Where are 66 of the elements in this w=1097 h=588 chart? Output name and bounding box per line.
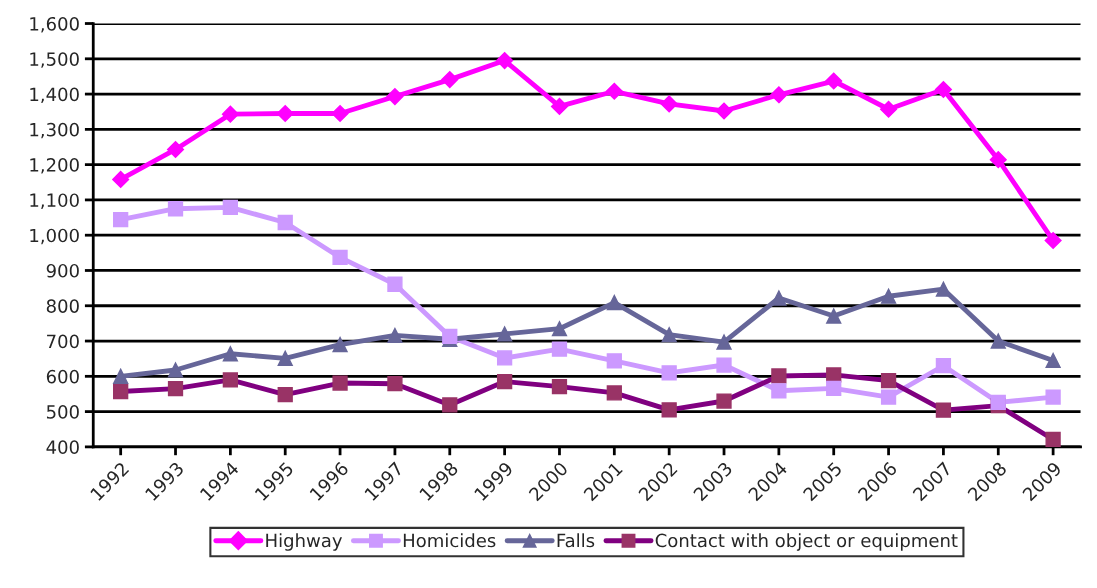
point <box>990 333 1006 349</box>
point <box>496 52 514 70</box>
y-tick-label: 1,000 <box>30 228 79 245</box>
y-tick-label: 1,400 <box>30 87 79 104</box>
point <box>661 327 677 343</box>
y-tick-label: 900 <box>46 263 79 278</box>
point <box>1045 352 1061 369</box>
point <box>332 336 348 353</box>
point <box>441 71 459 89</box>
point <box>771 383 787 399</box>
point <box>551 321 568 337</box>
point <box>166 140 185 159</box>
point <box>826 380 842 396</box>
point <box>880 288 897 304</box>
point <box>277 214 293 231</box>
point <box>276 104 294 123</box>
legend-label: Homicides <box>403 533 496 548</box>
point <box>716 334 732 350</box>
point <box>386 87 404 106</box>
point <box>113 368 129 384</box>
point <box>551 341 568 357</box>
y-tick-label: 700 <box>47 334 79 349</box>
point <box>934 80 952 99</box>
point <box>167 201 184 217</box>
point <box>880 100 898 118</box>
point <box>332 249 348 266</box>
point <box>1044 231 1062 250</box>
point <box>715 102 733 120</box>
point <box>826 308 842 324</box>
point <box>277 350 293 366</box>
point <box>387 276 403 292</box>
point <box>935 358 952 374</box>
y-tick-label: 1,300 <box>30 122 79 139</box>
point <box>387 327 403 344</box>
point <box>113 212 129 228</box>
point <box>880 389 897 405</box>
legend-label: Falls <box>557 533 595 548</box>
point <box>167 362 184 378</box>
y-tick-label: 800 <box>46 299 79 313</box>
y-tick-label: 400 <box>46 440 79 454</box>
point <box>221 105 239 123</box>
point <box>605 82 623 100</box>
point <box>825 72 843 90</box>
point <box>660 95 678 113</box>
y-tick-label: 1,500 <box>30 52 79 68</box>
point <box>989 151 1007 169</box>
y-tick-label: 1,200 <box>30 158 79 174</box>
point <box>661 365 677 381</box>
point <box>716 357 732 373</box>
y-tick-label: 1,100 <box>30 193 79 209</box>
point <box>112 170 130 189</box>
point <box>1045 389 1061 405</box>
point <box>606 294 622 311</box>
point <box>496 350 513 366</box>
point <box>550 97 569 115</box>
legend-label: Highway <box>266 533 342 551</box>
point <box>606 353 622 369</box>
y-tick-label: 600 <box>46 369 79 384</box>
point <box>222 199 239 215</box>
point <box>496 326 513 342</box>
y-tick-label: 1,600 <box>30 16 79 33</box>
point <box>770 86 788 104</box>
point <box>771 290 787 306</box>
y-tick-label: 500 <box>46 405 79 419</box>
legend-label: Contact with object or equipment <box>655 533 958 551</box>
point <box>222 346 239 362</box>
